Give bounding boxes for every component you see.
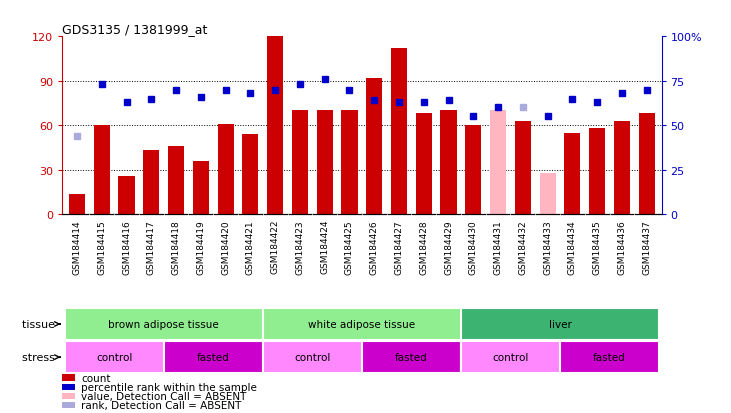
Text: GSM184422: GSM184422: [270, 219, 280, 274]
Bar: [614, 121, 630, 215]
Bar: [262, 342, 362, 373]
Text: stress: stress: [22, 352, 58, 362]
Bar: [539, 173, 556, 215]
Text: GSM184417: GSM184417: [147, 219, 156, 274]
Bar: [490, 111, 506, 215]
Bar: [366, 78, 382, 215]
Text: GSM184424: GSM184424: [320, 219, 329, 274]
Bar: [193, 161, 209, 215]
Bar: [564, 133, 580, 215]
Text: rank, Detection Call = ABSENT: rank, Detection Call = ABSENT: [81, 400, 241, 410]
Text: GSM184415: GSM184415: [97, 219, 106, 274]
Text: GSM184421: GSM184421: [246, 219, 255, 274]
Text: GSM184425: GSM184425: [345, 219, 354, 274]
Bar: [118, 176, 135, 215]
Text: GSM184431: GSM184431: [493, 219, 503, 274]
Text: GDS3135 / 1381999_at: GDS3135 / 1381999_at: [62, 23, 208, 36]
Text: GSM184436: GSM184436: [618, 219, 626, 274]
Bar: [94, 126, 110, 215]
Bar: [465, 126, 481, 215]
Bar: [341, 111, 357, 215]
Bar: [143, 151, 159, 215]
Text: fasted: fasted: [197, 352, 230, 362]
Text: fasted: fasted: [395, 352, 428, 362]
Text: GSM184429: GSM184429: [444, 219, 453, 274]
Text: GSM184423: GSM184423: [295, 219, 304, 274]
Text: GSM184426: GSM184426: [370, 219, 379, 274]
Text: GSM184437: GSM184437: [643, 219, 651, 274]
Bar: [560, 342, 659, 373]
Bar: [69, 194, 85, 215]
Bar: [243, 135, 259, 215]
Text: tissue: tissue: [22, 319, 58, 329]
Bar: [317, 111, 333, 215]
Text: GSM184416: GSM184416: [122, 219, 131, 274]
Bar: [292, 111, 308, 215]
Bar: [362, 342, 461, 373]
Bar: [262, 309, 461, 340]
Text: control: control: [96, 352, 132, 362]
Bar: [461, 309, 659, 340]
Text: GSM184427: GSM184427: [395, 219, 404, 274]
Bar: [515, 121, 531, 215]
Text: GSM184432: GSM184432: [518, 219, 527, 274]
Text: white adipose tissue: white adipose tissue: [308, 319, 415, 329]
Bar: [639, 114, 655, 215]
Text: brown adipose tissue: brown adipose tissue: [108, 319, 219, 329]
Bar: [164, 342, 262, 373]
Bar: [168, 147, 184, 215]
Text: GSM184428: GSM184428: [420, 219, 428, 274]
Bar: [416, 114, 432, 215]
Text: GSM184435: GSM184435: [593, 219, 602, 274]
Bar: [461, 342, 560, 373]
Text: GSM184433: GSM184433: [543, 219, 552, 274]
Bar: [589, 129, 605, 215]
Bar: [64, 309, 262, 340]
Bar: [441, 111, 457, 215]
Bar: [218, 124, 234, 215]
Text: control: control: [492, 352, 529, 362]
Text: GSM184420: GSM184420: [221, 219, 230, 274]
Text: percentile rank within the sample: percentile rank within the sample: [81, 382, 257, 392]
Bar: [391, 49, 407, 215]
Text: GSM184419: GSM184419: [197, 219, 205, 274]
Text: value, Detection Call = ABSENT: value, Detection Call = ABSENT: [81, 391, 246, 401]
Text: liver: liver: [548, 319, 572, 329]
Text: control: control: [294, 352, 330, 362]
Bar: [64, 342, 164, 373]
Bar: [267, 37, 283, 215]
Text: count: count: [81, 373, 110, 383]
Text: fasted: fasted: [593, 352, 626, 362]
Text: GSM184430: GSM184430: [469, 219, 478, 274]
Text: GSM184418: GSM184418: [172, 219, 181, 274]
Text: GSM184414: GSM184414: [72, 219, 81, 274]
Text: GSM184434: GSM184434: [568, 219, 577, 274]
